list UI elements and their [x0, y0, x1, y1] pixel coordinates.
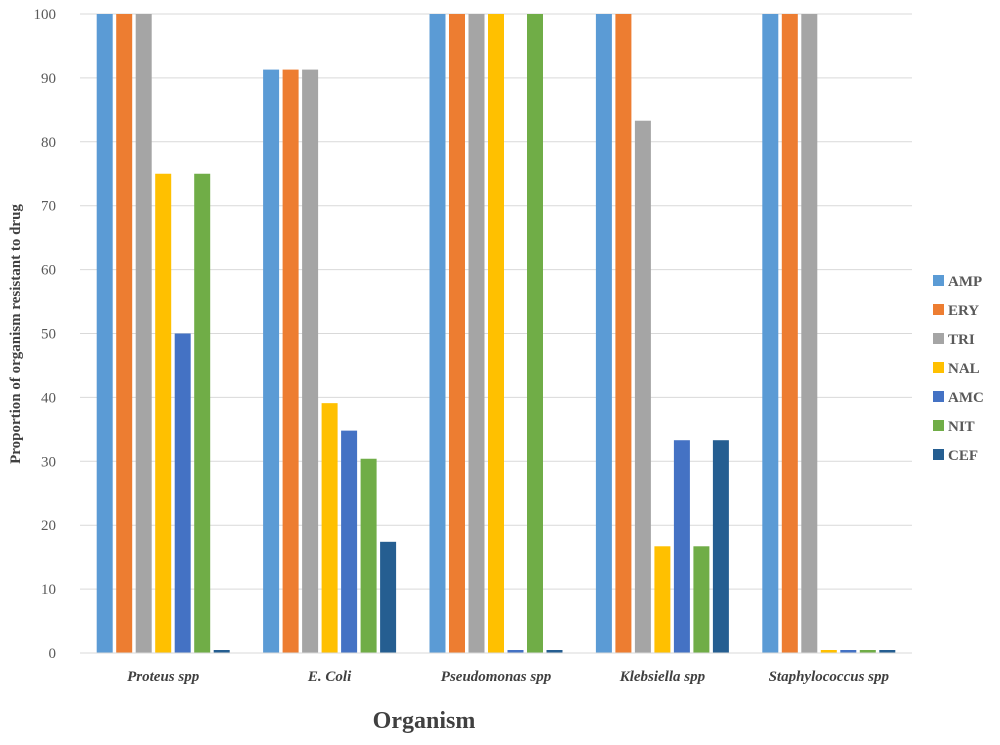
bar-cef	[380, 541, 397, 653]
bar-amc	[341, 430, 358, 653]
bar-nit	[360, 458, 377, 653]
bar-amc	[507, 650, 524, 653]
bars: Proteus spp E. Coli Pseudomonas spp Klebsie…	[96, 14, 896, 685]
y-tick-label: 90	[41, 71, 56, 87]
legend-swatch	[933, 333, 944, 344]
bar-tri	[468, 14, 485, 653]
x-tick-label: Pseudomonas spp	[441, 669, 552, 685]
bar-nit	[194, 173, 211, 653]
bar-cef	[712, 440, 729, 653]
bar-amp	[96, 14, 113, 653]
bar-ery	[781, 14, 798, 653]
y-tick-label: 80	[41, 135, 56, 151]
x-tick-label: E. Coli	[307, 669, 352, 685]
bar-cef	[879, 650, 896, 653]
bar-cef	[213, 650, 230, 653]
bar-ery	[615, 14, 632, 653]
legend-label: NIT	[948, 419, 975, 435]
bar-cef	[546, 650, 563, 653]
legend-label: AMC	[948, 390, 984, 406]
y-tick-label: 0	[49, 646, 57, 662]
x-axis-title: Organism	[373, 708, 476, 734]
y-tick-label: 50	[41, 327, 56, 343]
bar-tri	[634, 120, 651, 653]
legend-label: NAL	[948, 361, 980, 377]
bar-nit	[693, 546, 710, 653]
bar-amp	[595, 14, 612, 653]
bar-ery	[116, 14, 133, 653]
bar-ery	[282, 69, 299, 653]
y-axis-title: Proportion of organism resistant to drug	[8, 204, 24, 464]
y-tick-label: 20	[41, 518, 56, 534]
bar-nal	[820, 650, 837, 653]
bar-tri	[302, 69, 319, 653]
bar-nit	[859, 650, 876, 653]
legend: AMP ERY TRI NAL AMC NIT CEF	[933, 274, 984, 464]
bar-nal	[488, 14, 504, 653]
bar-nal	[654, 546, 671, 653]
legend-swatch	[933, 449, 944, 460]
y-tick-label: 70	[41, 199, 56, 215]
x-tick-label: Staphylococcus spp	[769, 669, 890, 685]
bar-amp	[429, 14, 446, 653]
legend-label: ERY	[948, 303, 979, 319]
y-tick-label: 60	[41, 263, 56, 279]
bar-amc	[673, 440, 690, 653]
legend-label: AMP	[948, 274, 982, 290]
legend-swatch	[933, 391, 944, 402]
bar-nal	[155, 173, 172, 653]
legend-swatch	[933, 275, 944, 286]
y-tick-label: 100	[34, 7, 57, 23]
bar-nit	[527, 14, 543, 653]
bar-tri	[135, 14, 152, 653]
legend-swatch	[933, 420, 944, 431]
x-tick-label: Proteus spp	[127, 669, 200, 685]
legend-label: TRI	[948, 332, 975, 348]
axes: Proportion of organism resistant to drug…	[8, 204, 912, 734]
bar-amc	[174, 333, 191, 653]
y-tick-label: 10	[41, 582, 56, 598]
legend-swatch	[933, 304, 944, 315]
legend-swatch	[933, 362, 944, 373]
y-tick-label: 30	[41, 454, 56, 470]
y-tick-label: 40	[41, 390, 56, 406]
bar-amp	[762, 14, 779, 653]
bar-tri	[801, 14, 818, 653]
bar-amp	[263, 69, 280, 653]
legend-label: CEF	[948, 448, 978, 464]
bar-amc	[840, 650, 857, 653]
bar-nal	[321, 403, 338, 653]
bar-ery	[449, 14, 465, 653]
x-tick-label: Klebsiella spp	[619, 669, 706, 685]
